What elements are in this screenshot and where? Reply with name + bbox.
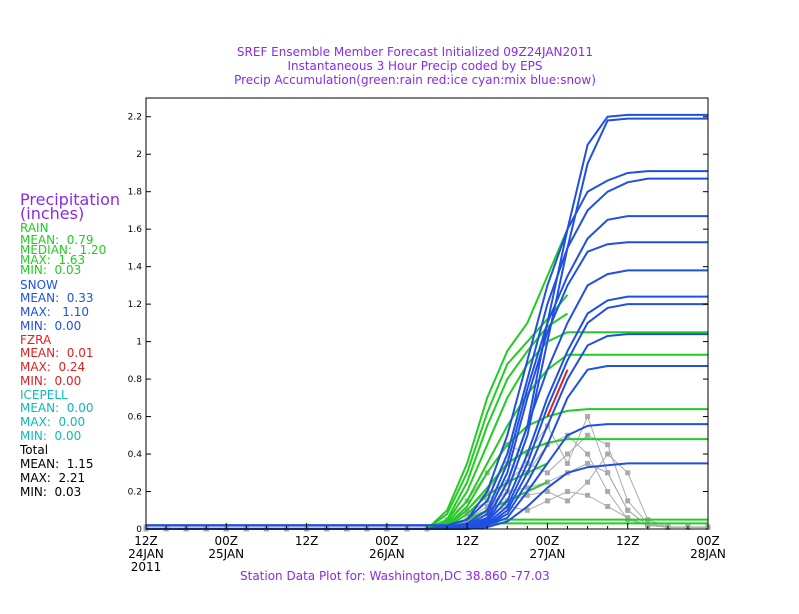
instantaneous-precip-marker-5-19: [524, 492, 530, 498]
x-tick-label-2-0: 12Z: [295, 534, 319, 548]
snow-member-line-6: [146, 241, 708, 530]
y-tick-label-1: 0.2: [128, 488, 142, 498]
instantaneous-precip-marker-5-21: [565, 498, 570, 504]
instantaneous-precip-marker-6-22: [585, 492, 591, 498]
instantaneous-precip-marker-3-21: [565, 451, 570, 457]
instantaneous-precip-marker-4-20: [544, 479, 550, 485]
instantaneous-precip-marker-4-24: [625, 507, 631, 513]
x-tick-label-0-1: 24JAN: [128, 547, 164, 561]
y-tick-label-11: 2.2: [128, 113, 142, 123]
total-label: Total: [20, 443, 49, 457]
snow-member-line-3: [146, 170, 708, 530]
instantaneous-precip-marker-5-23: [605, 451, 611, 457]
rain-median: MEDIAN: 1.20: [20, 243, 107, 257]
icepell-label: ICEPELL: [20, 388, 68, 402]
y-tick-label-8: 1.6: [128, 225, 143, 235]
chart-title-line-1: SREF Ensemble Member Forecast Initialize…: [236, 45, 594, 59]
ice-member-line-1: [546, 369, 569, 417]
y-tick-label-0: 0: [136, 525, 142, 535]
icepell-max: MAX: 0.00: [20, 415, 86, 429]
rain-label: RAIN: [20, 221, 49, 235]
instantaneous-precip-marker-5-24: [625, 470, 631, 476]
chart-title-line-3: Precip Accumulation(green:rain red:ice c…: [234, 73, 596, 87]
instantaneous-precip-marker-5-20: [544, 489, 550, 495]
fzra-mean: MEAN: 0.01: [20, 346, 94, 360]
y-tick-label-2: 0.4: [128, 450, 143, 460]
fzra-min: MIN: 0.00: [20, 374, 82, 388]
instantaneous-precip-line-3: [146, 434, 708, 530]
y-tick-label-10: 2: [136, 150, 142, 160]
instantaneous-precip-marker-6-21: [565, 489, 570, 495]
x-tick-label-3-0: 00Z: [375, 534, 399, 548]
snow-member-line-5: [146, 215, 708, 530]
x-tick-label-0-2: 2011: [131, 560, 162, 574]
instantaneous-precip-marker-6-20: [544, 498, 550, 504]
x-tick-label-1-0: 00Z: [215, 534, 239, 548]
instantaneous-precip-marker-4-19: [524, 485, 530, 491]
snow-member-line-9: [146, 303, 708, 530]
axes-layer: 00.20.40.60.811.21.41.61.822.212Z24JAN20…: [128, 97, 726, 574]
instantaneous-precip-marker-6-24: [625, 515, 631, 521]
fzra-max: MAX: 0.24: [20, 360, 86, 374]
instantaneous-precip-line-2: [146, 434, 708, 530]
rain-min: MIN: 0.03: [20, 263, 82, 277]
snow-mean: MEAN: 0.33: [20, 291, 94, 305]
x-tick-label-5-1: 27JAN: [530, 547, 566, 561]
total-max: MAX: 2.21: [20, 471, 86, 485]
instantaneous-precip-marker-2-22: [585, 451, 591, 457]
icepell-mean: MEAN: 0.00: [20, 401, 94, 415]
total-mean: MEAN: 1.15: [20, 457, 94, 471]
x-tick-label-3-1: 26JAN: [369, 547, 405, 561]
instantaneous-precip-marker-1-22: [585, 414, 591, 420]
snow-member-line-2: [146, 117, 708, 527]
y-tick-label-9: 1.8: [128, 188, 143, 198]
instantaneous-precip-marker-3-22: [585, 432, 591, 438]
x-tick-label-6-0: 12Z: [616, 534, 640, 548]
y-tick-label-6: 1.2: [128, 300, 142, 310]
instantaneous-precip-marker-4-17: [484, 504, 490, 510]
instantaneous-precip-marker-3-23: [605, 442, 611, 448]
instantaneous-precip-marker-1-21: [565, 460, 570, 466]
x-tick-label-5-0: 00Z: [536, 534, 560, 548]
snow-label: SNOW: [20, 278, 58, 292]
x-tick-label-4-0: 12Z: [455, 534, 479, 548]
instantaneous-precip-marker-3-20: [544, 470, 550, 476]
chart-title-line-2: Instantaneous 3 Hour Precip coded by EPS: [287, 59, 543, 73]
x-tick-label-1-1: 25JAN: [208, 547, 244, 561]
y-tick-label-3: 0.6: [128, 413, 143, 423]
y-tick-label-5: 1: [136, 338, 142, 348]
instantaneous-precip-marker-6-19: [524, 507, 530, 513]
y-tick-label-7: 1.4: [128, 263, 143, 273]
x-tick-label-7-0: 00Z: [696, 534, 720, 548]
icepell-min: MIN: 0.00: [20, 429, 82, 443]
stats-heading-line-2: (inches): [20, 204, 85, 223]
snow-member-line-11: [146, 365, 708, 530]
rain-mean: MEAN: 0.79: [20, 233, 94, 247]
snow-member-line-10: [146, 333, 708, 530]
rain-max: MAX: 1.63: [20, 253, 86, 267]
instantaneous-precip-line-5: [146, 453, 708, 530]
y-tick-label-4: 0.8: [128, 375, 143, 385]
station-footer: Station Data Plot for: Washington,DC 38.…: [240, 569, 550, 583]
total-min: MIN: 0.03: [20, 485, 82, 499]
snow-max: MAX: 1.10: [20, 305, 89, 319]
stats-heading-line-1: Precipitation: [20, 190, 121, 209]
rain-member-line-4: [146, 331, 708, 530]
x-tick-label-0-0: 12Z: [134, 534, 158, 548]
instantaneous-precip-marker-4-23: [605, 470, 611, 476]
snow-min: MIN: 0.00: [20, 319, 82, 333]
fzra-label: FZRA: [20, 333, 52, 347]
instantaneous-precip-marker-4-22: [585, 460, 591, 466]
instantaneous-precip-line-1: [146, 415, 708, 528]
instantaneous-precip-marker-2-23: [605, 489, 611, 495]
series-layer: [143, 113, 711, 532]
instantaneous-precip-marker-6-23: [605, 504, 611, 510]
instantaneous-precip-marker-5-22: [585, 479, 591, 485]
instantaneous-precip-marker-6-25: [645, 522, 651, 528]
instantaneous-precip-marker-3-24: [625, 498, 631, 504]
x-tick-label-7-1: 28JAN: [690, 547, 726, 561]
